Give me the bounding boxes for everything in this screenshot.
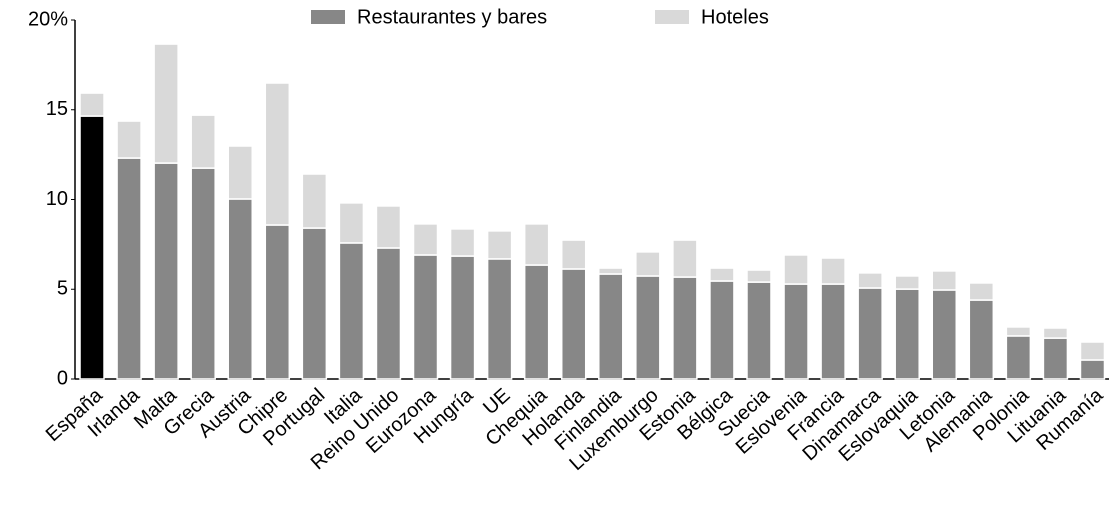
- bar-segment: [190, 114, 216, 169]
- bar-segment: [709, 267, 735, 282]
- bar-segment: [783, 283, 809, 380]
- bar-segment: [1042, 337, 1069, 380]
- bar-segment: [116, 157, 142, 380]
- y-tick-label: 20%: [28, 8, 68, 30]
- y-tick-label: 10: [46, 188, 68, 210]
- bar-segment: [301, 227, 328, 380]
- bar-segment: [301, 173, 328, 229]
- bar-segment: [709, 280, 735, 380]
- bar-segment: [375, 247, 402, 380]
- y-tick-label: 5: [57, 278, 68, 300]
- bar-segment: [857, 287, 883, 380]
- bar-segment: [264, 224, 291, 380]
- bar-segment: [598, 273, 624, 380]
- legend-label: Restaurantes y bares: [357, 6, 547, 28]
- bar-segment: [598, 267, 624, 275]
- legend-swatch: [311, 10, 345, 24]
- legend-label: Hoteles: [701, 6, 769, 28]
- bar-segment: [820, 283, 846, 380]
- bar-segment: [1042, 327, 1069, 339]
- bar-segment: [227, 198, 253, 380]
- bar-segment: [449, 228, 476, 257]
- bar-segment: [1079, 341, 1106, 361]
- bar-segment: [153, 162, 179, 380]
- bar-segment: [560, 239, 587, 270]
- bar-segment: [635, 275, 661, 380]
- bar-segment: [635, 251, 661, 277]
- bar-segment: [931, 289, 958, 380]
- bar-segment: [1079, 359, 1106, 380]
- bar-segment: [931, 270, 958, 291]
- bar-segment: [116, 120, 142, 159]
- bar-segment: [894, 275, 920, 290]
- legend-swatch: [655, 10, 689, 24]
- bar-segment: [338, 202, 365, 244]
- bar-segment: [857, 272, 883, 289]
- bar-segment: [375, 205, 402, 249]
- bar-segment: [79, 115, 105, 380]
- bar-segment: [227, 145, 253, 200]
- bar-segment: [523, 264, 550, 380]
- bar-segment: [412, 254, 439, 380]
- y-tick-label: 0: [57, 367, 68, 389]
- bar-segment: [486, 258, 513, 380]
- bar-segment: [820, 257, 846, 285]
- bar-segment: [894, 288, 920, 380]
- bar-segment: [1005, 335, 1032, 380]
- bar-segment: [153, 43, 179, 164]
- bar-segment: [264, 82, 291, 226]
- bar-segment: [523, 223, 550, 266]
- bar-segment: [79, 92, 105, 117]
- bar-segment: [672, 239, 698, 278]
- bar-segment: [746, 269, 772, 283]
- bar-segment: [412, 223, 439, 256]
- y-tick-label: 15: [46, 98, 68, 120]
- bar-segment: [190, 167, 216, 380]
- bar-segment: [449, 255, 476, 380]
- bar-segment: [783, 254, 809, 285]
- bar-segment: [560, 268, 587, 380]
- bar-segment: [968, 282, 995, 301]
- bar-segment: [1005, 326, 1032, 337]
- bar-segment: [746, 281, 772, 380]
- bar-segment: [968, 299, 995, 380]
- bar-segment: [672, 276, 698, 380]
- bar-segment: [486, 230, 513, 260]
- bar-segment: [338, 242, 365, 380]
